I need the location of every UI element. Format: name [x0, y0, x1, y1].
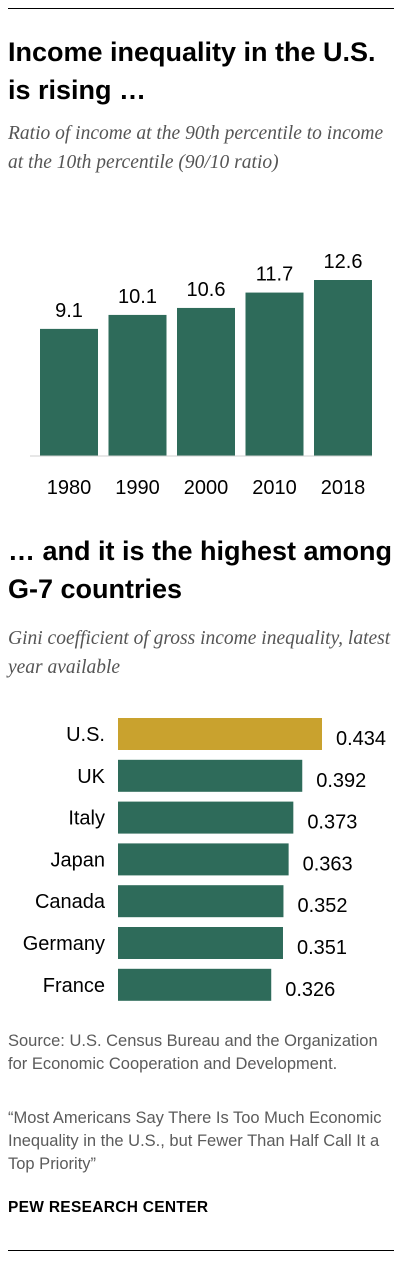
column-value-label: 9.1: [55, 300, 83, 322]
gini-value-label: 0.351: [297, 937, 347, 959]
column-value-label: 12.6: [324, 251, 363, 273]
gini-bar-chart: U.S. 0.434 UK 0.392 Italy 0.373 Japan 0.363 Cana…: [23, 718, 386, 1001]
column-bar: [177, 307, 235, 456]
column-value-label: 10.6: [187, 279, 226, 301]
x-tick-label: 2018: [321, 477, 366, 499]
column-value-label: 10.1: [118, 286, 157, 308]
income-ratio-column-chart: 9.1 1980 10.1 1990 10.6 2000 11.7 2010 12.6 2018: [30, 251, 372, 499]
column-bar: [108, 314, 167, 456]
chart-1-subtitle: Ratio of income at the 90th percentile t…: [8, 123, 384, 173]
gini-bar: [118, 843, 289, 876]
x-tick-label: 1980: [47, 477, 92, 499]
gini-bar: [118, 927, 283, 959]
x-tick-label: 2000: [184, 477, 229, 499]
brand-logo-text: PEW RESEARCH CENTER: [8, 1199, 209, 1216]
source-note: Source: U.S. Census Bureau and the Organ…: [8, 1032, 378, 1073]
column-bar: [314, 280, 372, 456]
x-tick-label: 2010: [252, 477, 297, 499]
column-value-label: 11.7: [256, 264, 293, 286]
chart-1-title: Income inequality in the U.S. is rising …: [8, 37, 376, 105]
gini-bar: [118, 801, 294, 834]
top-rule: [8, 8, 394, 9]
x-tick-label: 1990: [115, 477, 160, 499]
gini-value-label: 0.352: [297, 895, 347, 917]
column-bar: [245, 292, 304, 456]
gini-value-label: 0.363: [303, 853, 353, 875]
gini-value-label: 0.326: [285, 979, 335, 1001]
gini-value-label: 0.373: [307, 812, 357, 834]
column-bar: [40, 328, 98, 456]
gini-value-label: 0.434: [336, 728, 386, 750]
country-label: Japan: [51, 849, 106, 871]
country-label: Germany: [23, 933, 105, 955]
chart-2-subtitle: Gini coefficient of gross income inequal…: [8, 628, 391, 678]
gini-bar: [118, 759, 303, 792]
gini-bar: [118, 885, 284, 918]
country-label: U.S.: [66, 724, 105, 746]
report-title-note: “Most Americans Say There Is Too Much Ec…: [8, 1109, 382, 1173]
gini-bar: [118, 968, 272, 1001]
bottom-rule: [8, 1250, 394, 1251]
gini-value-label: 0.392: [316, 770, 366, 792]
country-label: Italy: [68, 808, 105, 830]
chart-2-title: … and it is the highest among G-7 countr…: [8, 536, 393, 604]
country-label: Canada: [35, 891, 106, 913]
gini-bar: [118, 718, 322, 750]
country-label: UK: [77, 766, 105, 788]
country-label: France: [43, 975, 105, 997]
